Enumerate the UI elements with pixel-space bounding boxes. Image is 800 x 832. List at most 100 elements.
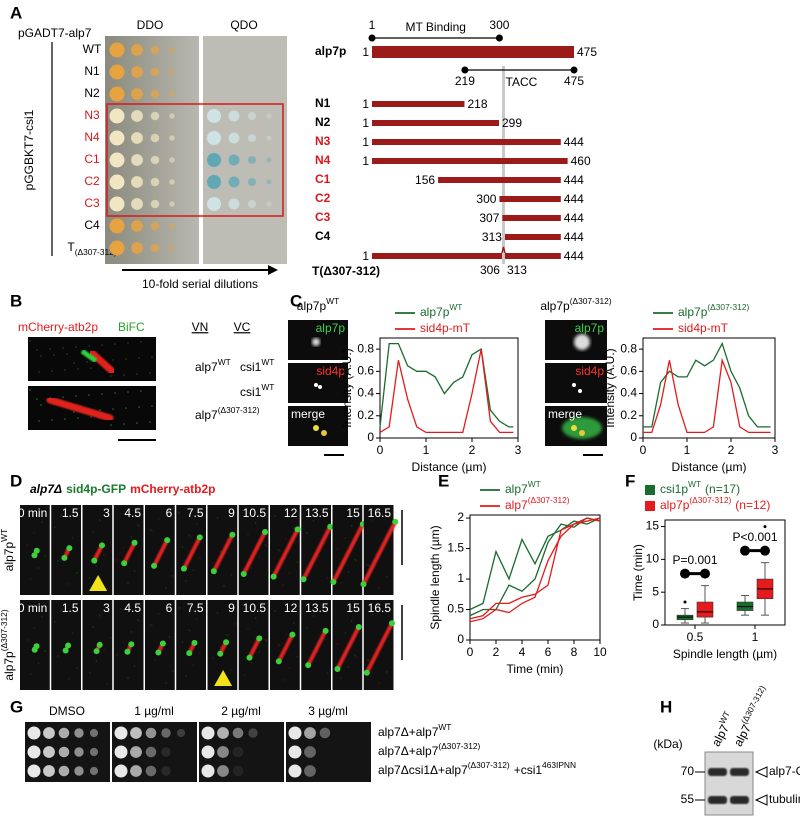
construct-bar [372,253,502,259]
x-axis-label: Spindle length (µm) [673,647,777,661]
x-tick-label: 1 [684,443,691,457]
residue-label: 299 [502,116,522,130]
legend-swatch [645,501,655,511]
noise [293,527,295,529]
colony [150,221,160,231]
spb [327,523,334,530]
spb [61,554,68,561]
colony [89,728,99,738]
label-part: C2 [84,174,100,188]
micrograph [176,505,206,595]
noise [282,584,284,586]
spindle [152,539,169,567]
colony [74,766,84,776]
micrograph [238,600,269,690]
data-line [379,342,514,428]
noise [36,398,38,400]
spindle [46,396,114,422]
colony [232,746,244,758]
noise [66,353,68,355]
noise [122,547,125,549]
residue-label: 219 [455,74,475,88]
spindle [301,525,333,581]
x-tick-label: 0 [467,645,474,659]
noise [277,549,280,551]
signal [579,430,585,436]
noise [125,407,127,409]
colony [109,108,125,124]
construct-name: N4 [315,153,331,167]
bifc [80,348,98,364]
noise [181,641,184,643]
x-tick-label: 2 [493,645,500,659]
time-label: 0 min [18,506,47,520]
noise [216,517,219,519]
colony [169,157,175,163]
x-tick-label: 0 [640,443,647,457]
label-part: alp7p [2,651,16,681]
noise [312,615,315,617]
label-part: sid4p-mT [420,321,471,335]
noise [100,615,102,617]
spb [159,640,166,647]
label-part: alp7p [2,542,16,572]
noise [112,408,114,410]
noise [106,588,108,590]
row-label: alp7p(Δ307-312) [0,609,16,680]
y-tick-label: 0 [457,632,464,646]
p-value: P<0.001 [732,530,777,544]
noise [61,610,64,612]
noise [98,614,101,616]
spb [66,545,73,552]
time-label: 0 min [18,601,47,615]
colony [43,727,55,739]
residue-label: 444 [564,173,584,187]
arrow-head [268,265,278,275]
label-part: WT [717,709,732,725]
time-label: 13.5 [305,601,329,615]
condition-label: 3 µg/ml [308,704,348,718]
noise [61,515,64,517]
residue-label: 306 [480,263,500,277]
construct-bar [372,101,465,107]
condition-label: 1 µg/ml [134,704,174,718]
spb [360,581,367,588]
construct-name: T(Δ307-312) [312,264,380,278]
spindle [241,531,267,575]
time-label: 6 [166,506,173,520]
noise [30,673,32,675]
band [708,796,727,804]
noise [258,651,260,653]
noise [386,671,388,673]
colony [248,178,256,186]
label-part: WT [218,357,231,367]
label-part: alp7p [540,299,570,313]
noise [216,612,219,614]
colony [43,746,55,758]
x-tick-label: 2 [469,443,476,457]
highlight-box [106,103,284,217]
noise [327,672,329,674]
label-part: WT [0,529,9,542]
noise [312,520,315,522]
label-part: csi1 [240,385,262,399]
noise [138,406,140,408]
noise [137,619,139,621]
label-part: N2 [84,86,100,100]
noise [351,620,353,622]
colony [150,155,160,165]
colony [109,152,125,168]
y-tick-label: 2 [457,510,464,524]
noise [244,674,246,676]
noise [258,556,260,558]
label-part: alp7Δ+alp7 [378,744,439,758]
legend-label: alp7pWT [420,302,462,319]
colony [145,746,157,758]
time-label: 16.5 [368,506,392,520]
noise [77,417,79,419]
residue-label: 1 [362,45,369,59]
x-tick-label: 6 [545,645,552,659]
label-part: alp7p [420,305,450,319]
spb [223,639,230,646]
